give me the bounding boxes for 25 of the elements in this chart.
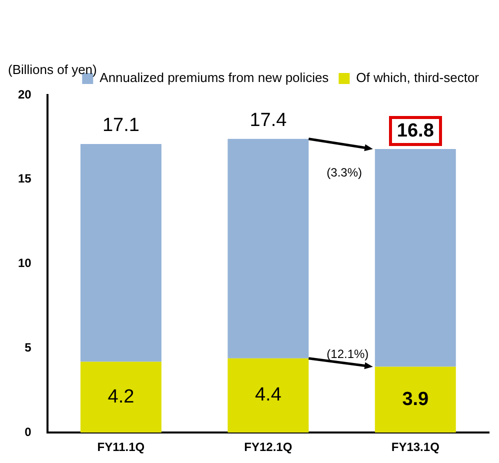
data-label: 4.2 [108, 386, 134, 408]
x-tick-label: FY13.1Q [391, 440, 440, 454]
bar [374, 149, 456, 367]
annotation: (12.1%) [326, 347, 369, 362]
annotation: (3.3%) [326, 165, 362, 180]
bar [80, 144, 162, 362]
total-label: 17.1 [102, 115, 140, 136]
bar [228, 358, 309, 433]
bar [228, 138, 309, 358]
bar [374, 366, 456, 433]
y-axis-title: (Billions of yen) [8, 62, 97, 77]
legend-label: Of which, third-sector [356, 70, 480, 86]
data-label: 3.9 [402, 388, 429, 410]
y-tick-label: 15 [18, 172, 32, 186]
data-label: 4.4 [254, 384, 282, 406]
y-tick-label: 0 [24, 424, 32, 439]
x-tick-label: FY11.1Q [97, 440, 145, 454]
y-tick-label: 20 [18, 87, 32, 102]
y-tick-label: 5 [24, 340, 32, 355]
legend-label: Annualized premiums from new policies [100, 70, 330, 86]
total-label: 17.4 [250, 110, 288, 132]
x-tick-label: FY12.1Q [244, 440, 292, 454]
bar [80, 362, 162, 433]
y-tick-label: 10 [18, 256, 32, 270]
total-label: 16.8 [396, 120, 434, 142]
